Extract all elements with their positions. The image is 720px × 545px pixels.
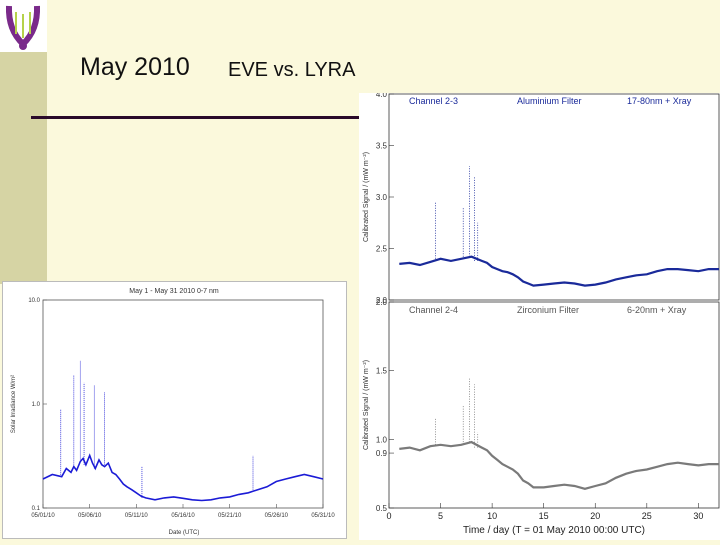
lyra-ch4-y-tick-label: 0.5 <box>376 504 388 513</box>
lyra-chart: Channel 2-3 Aluminium Filter 17-80nm + X… <box>363 90 720 536</box>
lyra-chart-panel: Channel 2-3 Aluminium Filter 17-80nm + X… <box>359 90 720 540</box>
lyra-ch3-y-tick-label: 2.5 <box>376 245 388 254</box>
eve-y-tick-label: 0.1 <box>32 506 41 512</box>
eve-x-tick-label: 05/06/10 <box>78 513 102 519</box>
eve-chart-title: May 1 - May 31 2010 0-7 nm <box>129 288 219 295</box>
lyra-ch4-x-tick-label: 10 <box>487 511 497 521</box>
eve-x-tick-label: 05/31/10 <box>311 513 335 519</box>
eve-x-tick-label: 05/11/10 <box>125 513 149 519</box>
eve-chart: May 1 - May 31 2010 0-7 nm Date (UTC) So… <box>11 288 335 536</box>
eve-x-tick-label: 05/16/10 <box>171 513 195 519</box>
title-divider <box>31 116 359 119</box>
lyra-ch4-y-tick-label: 1.5 <box>376 367 388 376</box>
eve-x-tick-label: 05/01/10 <box>31 513 55 519</box>
lyra-ch4-y-tick-label: 2.0 <box>376 298 388 307</box>
lyra-ch4-y-tick-label: 0.9 <box>376 449 388 458</box>
lyra-ch3-filter-label: Aluminium Filter <box>517 96 582 106</box>
lyra-ch4-x-tick-label: 20 <box>590 511 600 521</box>
lyra-ch4-x-tick-label: 15 <box>539 511 549 521</box>
lyra-ch3-y-tick-label: 3.0 <box>376 193 388 202</box>
logo <box>0 0 47 52</box>
lyra-ch4-y-axis-label: Calibrated Signal / (mW m⁻²) <box>363 360 370 450</box>
eve-x-tick-label: 05/26/10 <box>265 513 289 519</box>
logo-lyre-icon <box>5 5 41 50</box>
lyra-ch3-y-tick-label: 4.0 <box>376 93 388 99</box>
lyra-ch4-y-tick-label: 1.0 <box>376 435 388 444</box>
eve-series-line <box>42 453 324 502</box>
eve-chart-panel: May 1 - May 31 2010 0-7 nm Date (UTC) So… <box>2 281 347 539</box>
lyra-ch4-band-label: 6-20nm + Xray <box>627 305 687 315</box>
lyra-ch4-x-tick-label: 25 <box>642 511 652 521</box>
lyra-ch4-x-tick-label: 30 <box>693 511 703 521</box>
eve-y-tick-label: 1.0 <box>32 402 41 408</box>
lyra-ch3-series-line <box>399 255 719 287</box>
lyra-ch4-channel-label: Channel 2-4 <box>409 305 458 315</box>
lyra-ch3-band-label: 17-80nm + Xray <box>627 96 692 106</box>
page-subtitle: EVE vs. LYRA <box>228 59 356 81</box>
eve-x-axis-label: Date (UTC) <box>169 530 200 536</box>
lyra-ch3-channel-label: Channel 2-3 <box>409 96 458 106</box>
eve-plot-frame <box>42 299 324 509</box>
lyra-ch3-y-tick-label: 2.0 <box>376 296 388 305</box>
lyra-ch3-y-axis-label: Calibrated Signal / (mW m⁻²) <box>363 152 370 242</box>
eve-y-axis-label: Solar Irradiance W/m² <box>11 375 17 433</box>
lyra-ch4-filter-label: Zirconium Filter <box>517 305 579 315</box>
lyra-ch4-plot-frame <box>388 301 720 509</box>
page-title: May 2010 <box>80 53 190 81</box>
eve-x-tick-label: 05/21/10 <box>218 513 242 519</box>
eve-y-tick-label: 10.0 <box>28 298 40 304</box>
lyra-x-axis-label: Time / day (T = 01 May 2010 00:00 UTC) <box>463 525 645 536</box>
lyra-ch4-x-tick-label: 5 <box>438 511 443 521</box>
lyra-ch3-y-tick-label: 3.5 <box>376 142 388 151</box>
lyra-ch4-x-tick-label: 0 <box>386 511 391 521</box>
lyra-ch4-series-line <box>399 440 719 490</box>
